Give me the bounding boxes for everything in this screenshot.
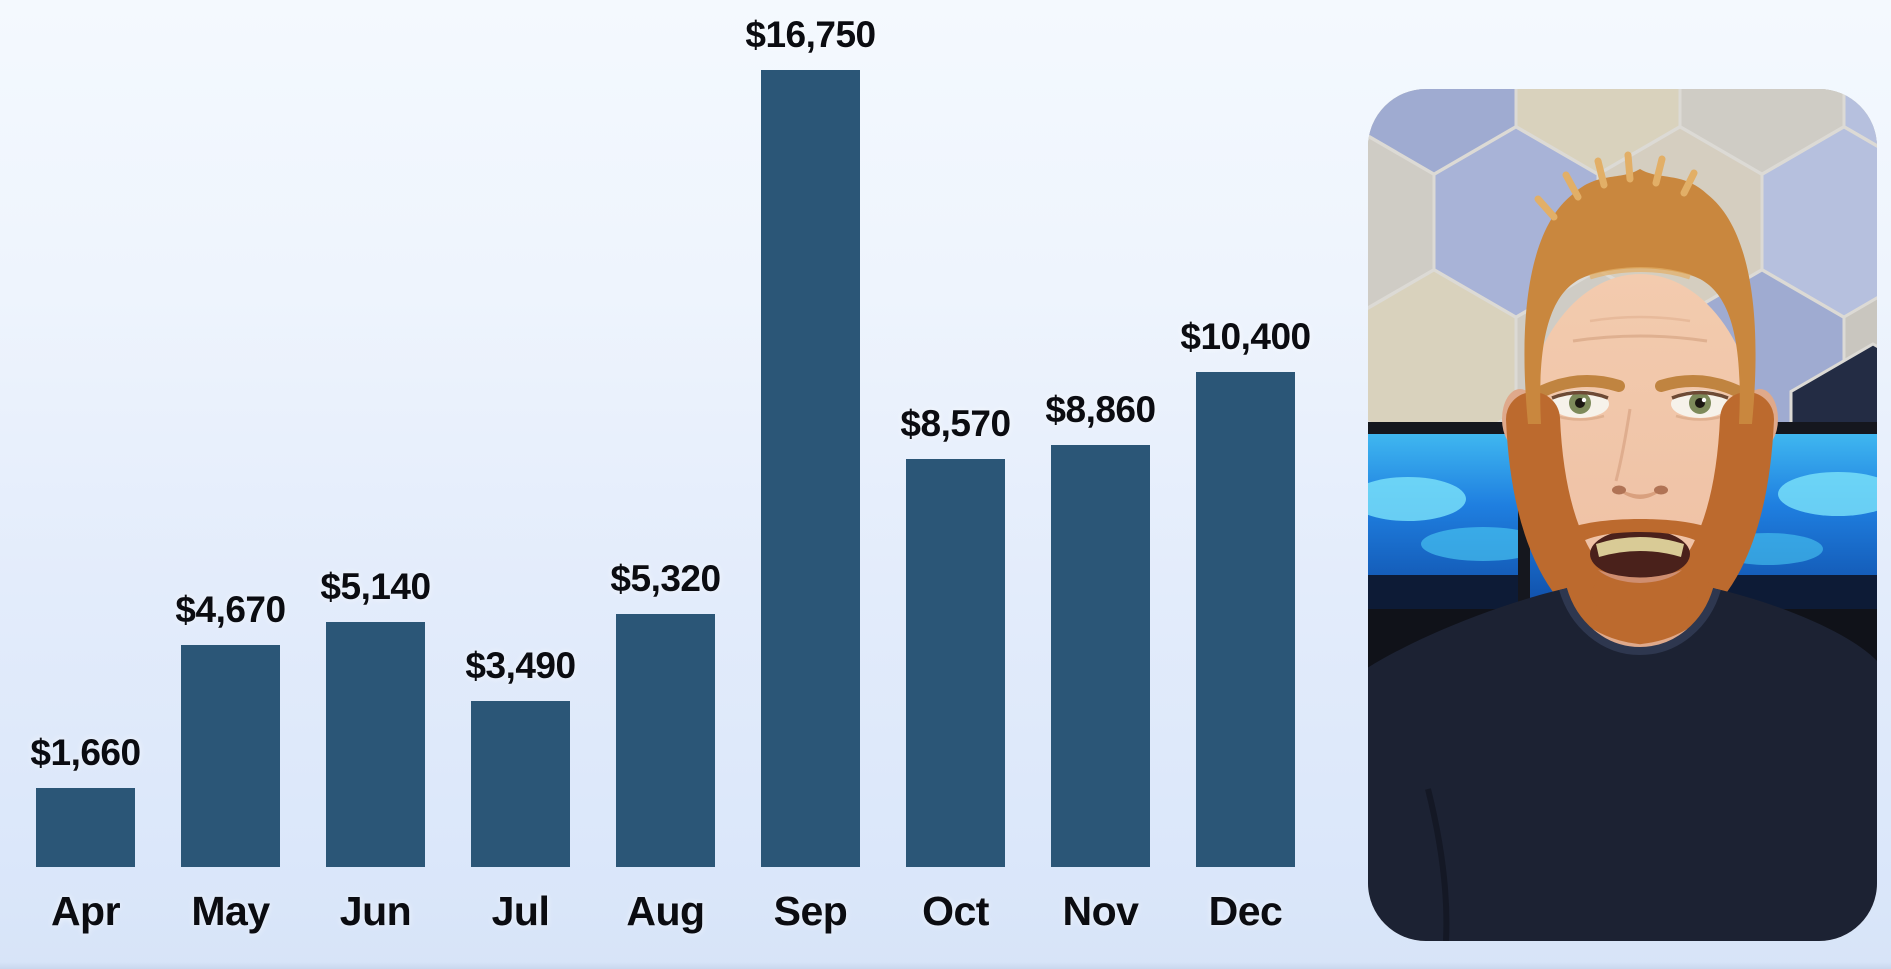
bar-value-label: $8,860	[1045, 389, 1156, 431]
presenter	[1368, 151, 1877, 941]
bar-group-nov: $8,860 Nov	[1045, 0, 1156, 969]
bar	[36, 788, 135, 867]
bar-month-label: May	[191, 888, 270, 934]
bar-month-label: Jun	[339, 888, 412, 934]
bar	[616, 614, 715, 867]
bar-month-label: Dec	[1208, 888, 1283, 934]
mouth	[1590, 529, 1690, 583]
bar-group-jun: $5,140 Jun	[320, 0, 431, 969]
mustache-corner	[1698, 525, 1724, 583]
left-eyebrow	[1537, 375, 1625, 397]
bar	[1051, 445, 1150, 867]
bar-value-label: $16,750	[745, 14, 876, 56]
right-eye	[1671, 390, 1729, 421]
shirt	[1368, 589, 1877, 941]
right-eyebrow	[1655, 375, 1743, 397]
forehead-line	[1572, 334, 1708, 343]
bar	[471, 701, 570, 867]
bar	[761, 70, 860, 867]
video-bottom-edge	[0, 962, 1891, 969]
mustache-corner	[1556, 525, 1582, 583]
bar-month-label: Oct	[922, 888, 989, 934]
bar-month-label: Sep	[773, 888, 848, 934]
bar-month-label: Jul	[491, 888, 550, 934]
bar-group-aug: $5,320 Aug	[610, 0, 721, 969]
bar-group-apr: $1,660 Apr	[30, 0, 141, 969]
bar-value-label: $5,140	[320, 566, 431, 608]
bar-value-label: $8,570	[900, 403, 1011, 445]
forehead-line	[1589, 315, 1691, 323]
bar-value-label: $10,400	[1180, 316, 1311, 358]
presenter-scene	[1368, 89, 1877, 941]
nose	[1612, 408, 1668, 499]
bar-month-label: Apr	[50, 888, 121, 934]
bar	[181, 645, 280, 867]
bar	[906, 459, 1005, 867]
chin-beard	[1592, 566, 1688, 622]
bar-group-oct: $8,570 Oct	[900, 0, 1011, 969]
bar-group-sep: $16,750 Sep	[745, 0, 876, 969]
shirt-fold	[1425, 788, 1450, 941]
shirt-collar	[1559, 587, 1721, 656]
bar	[1196, 372, 1295, 867]
bar-value-label: $1,660	[30, 732, 141, 774]
bar-value-label: $5,320	[610, 558, 721, 600]
bar-group-dec: $10,400 Dec	[1180, 0, 1311, 969]
bar	[326, 622, 425, 867]
bar-group-jul: $3,490 Jul	[465, 0, 576, 969]
bar-month-label: Nov	[1062, 888, 1139, 934]
bar-value-label: $4,670	[175, 589, 286, 631]
bar-month-label: Aug	[626, 888, 705, 934]
presenter-webcam	[1368, 89, 1877, 941]
hair	[1524, 151, 1756, 424]
bar-group-may: $4,670 May	[175, 0, 286, 969]
mustache	[1564, 519, 1716, 551]
bar-value-label: $3,490	[465, 645, 576, 687]
left-eye	[1551, 390, 1609, 421]
